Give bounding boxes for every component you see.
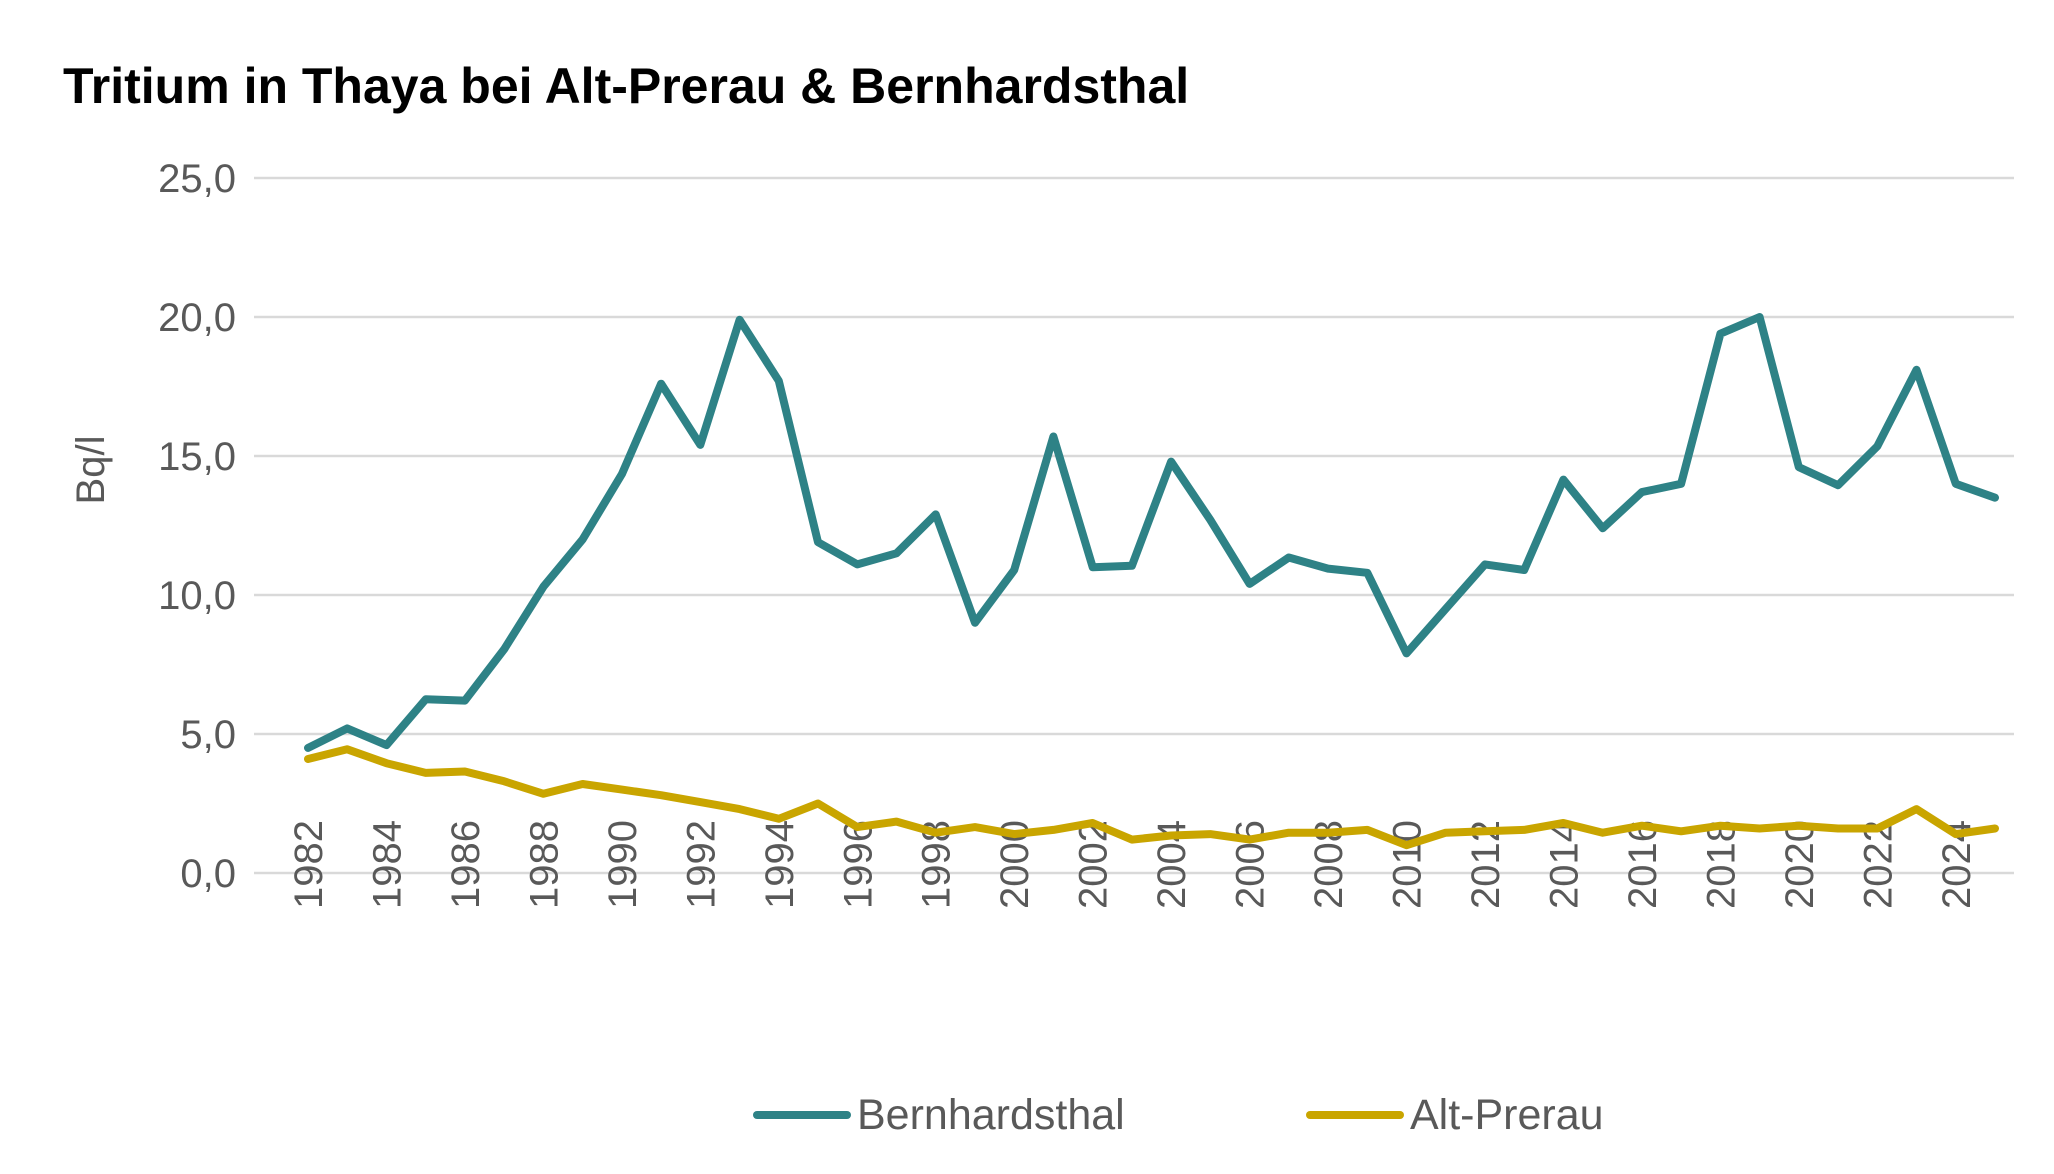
y-tick-label: 15,0 (158, 435, 236, 479)
x-tick-label: 1994 (758, 820, 802, 909)
series-line-alt-prerau (304, 745, 1999, 850)
y-tick-label: 20,0 (158, 296, 236, 340)
series-line-bernhardsthal (304, 313, 1999, 752)
legend: Bernhardsthal Alt-Prerau (753, 1091, 1604, 1139)
x-tick-label: 2016 (1621, 820, 1665, 909)
legend-item-bernhardsthal: Bernhardsthal (753, 1091, 1125, 1139)
x-tick-label: 2020 (1778, 820, 1822, 909)
gridlines (254, 176, 2014, 875)
x-tick-label: 2018 (1699, 820, 1743, 909)
x-tick-label: 1992 (679, 820, 723, 909)
x-axis-ticks: 1982 1984 1986 1988 1990 1992 1994 1996 1998 2000… (287, 820, 1979, 909)
series-lines (304, 313, 1999, 850)
x-tick-label: 1996 (836, 820, 880, 909)
x-tick-label: 1990 (601, 820, 645, 909)
x-tick-label: 1982 (287, 820, 331, 909)
y-axis-ticks: 0,0 5,0 10,0 15,0 20,0 25,0 (158, 157, 236, 896)
y-tick-label: 0,0 (180, 852, 236, 896)
x-tick-label: 2014 (1542, 820, 1586, 909)
x-tick-label: 1988 (522, 820, 566, 909)
y-axis-label: Bq/l (69, 436, 113, 505)
x-tick-label: 2002 (1072, 820, 1116, 909)
x-tick-label: 2010 (1386, 820, 1430, 909)
legend-label: Alt-Prerau (1410, 1091, 1604, 1139)
y-tick-label: 25,0 (158, 157, 236, 201)
legend-label: Bernhardsthal (857, 1091, 1125, 1139)
x-tick-label: 1984 (365, 820, 409, 909)
x-tick-label: 1986 (444, 820, 488, 909)
chart-title: Tritium in Thaya bei Alt-Prerau & Bernha… (63, 58, 1189, 114)
legend-item-alt-prerau: Alt-Prerau (1306, 1091, 1604, 1139)
y-tick-label: 10,0 (158, 574, 236, 618)
y-tick-label: 5,0 (180, 713, 236, 757)
x-tick-label: 2022 (1856, 820, 1900, 909)
